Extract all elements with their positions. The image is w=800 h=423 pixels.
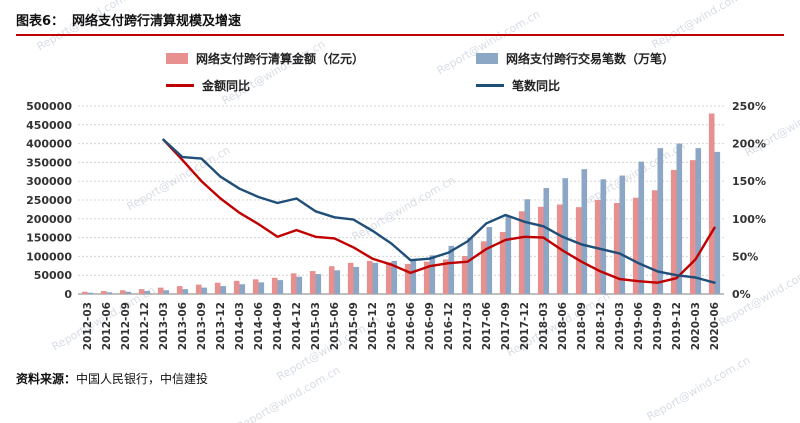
- svg-text:2015-09: 2015-09: [348, 302, 360, 350]
- svg-text:400000: 400000: [26, 138, 72, 151]
- svg-text:2012-12: 2012-12: [139, 302, 151, 350]
- svg-text:2019-09: 2019-09: [652, 302, 664, 350]
- svg-text:50%: 50%: [732, 250, 758, 263]
- amount-bar-swatch-icon: [166, 53, 188, 64]
- page-title: 网络支付跨行清算规模及增速: [72, 14, 242, 29]
- svg-text:2012-03: 2012-03: [82, 302, 94, 350]
- svg-text:2014-09: 2014-09: [272, 302, 284, 350]
- svg-text:50000: 50000: [34, 269, 73, 282]
- legend-item: 网络支付跨行交易笔数（万笔）: [476, 50, 784, 67]
- svg-text:2013-03: 2013-03: [158, 302, 170, 350]
- svg-text:2013-12: 2013-12: [215, 302, 227, 350]
- figure-number: 图表6：: [16, 14, 65, 29]
- svg-text:2017-03: 2017-03: [462, 302, 474, 350]
- svg-text:450000: 450000: [26, 119, 72, 132]
- svg-text:2014-12: 2014-12: [291, 302, 303, 350]
- svg-text:2015-06: 2015-06: [329, 302, 341, 350]
- source-note: 资料来源：中国人民银行，中信建投: [16, 370, 784, 387]
- svg-text:2015-12: 2015-12: [367, 302, 379, 350]
- svg-text:2018-09: 2018-09: [576, 302, 588, 350]
- svg-text:2017-06: 2017-06: [481, 302, 493, 350]
- svg-text:350000: 350000: [26, 156, 72, 169]
- chart-legend: 网络支付跨行清算金额（亿元） 网络支付跨行交易笔数（万笔） 金额同比 笔数同比: [166, 50, 784, 94]
- combo-chart: 0 50000 100000 150000 200000 250000 300000 3500…: [26, 100, 766, 350]
- legend-item: 笔数同比: [476, 77, 784, 94]
- svg-text:2013-09: 2013-09: [196, 302, 208, 350]
- svg-text:2017-12: 2017-12: [519, 302, 531, 350]
- svg-text:150%: 150%: [732, 175, 766, 188]
- svg-text:2016-09: 2016-09: [424, 302, 436, 350]
- count-bar-swatch-icon: [476, 53, 498, 64]
- count-yoy-line-swatch-icon: [476, 84, 504, 87]
- svg-text:250000: 250000: [26, 194, 72, 207]
- svg-text:0: 0: [64, 288, 72, 301]
- source-text: 中国人民银行，中信建投: [76, 372, 209, 386]
- svg-text:2012-09: 2012-09: [120, 302, 132, 350]
- svg-text:2015-03: 2015-03: [310, 302, 322, 350]
- svg-text:2018-03: 2018-03: [538, 302, 550, 350]
- svg-text:2019-06: 2019-06: [633, 302, 645, 350]
- source-prefix: 资料来源：: [16, 372, 77, 386]
- svg-text:2016-12: 2016-12: [443, 302, 455, 350]
- legend-item: 网络支付跨行清算金额（亿元）: [166, 50, 466, 67]
- svg-text:2013-06: 2013-06: [177, 302, 189, 350]
- svg-text:250%: 250%: [732, 100, 766, 113]
- svg-text:200%: 200%: [732, 138, 766, 151]
- svg-text:100%: 100%: [732, 213, 766, 226]
- svg-text:300000: 300000: [26, 175, 72, 188]
- legend-label: 网络支付跨行交易笔数（万笔）: [506, 52, 675, 66]
- svg-text:500000: 500000: [26, 100, 72, 113]
- svg-text:2012-06: 2012-06: [101, 302, 113, 350]
- chart-area: 0 50000 100000 150000 200000 250000 300000 3500…: [16, 96, 784, 368]
- svg-text:2019-03: 2019-03: [614, 302, 626, 350]
- svg-text:200000: 200000: [26, 213, 72, 226]
- svg-text:2017-09: 2017-09: [500, 302, 512, 350]
- legend-item: 金额同比: [166, 77, 466, 94]
- legend-label: 笔数同比: [512, 79, 561, 93]
- svg-text:100000: 100000: [26, 250, 72, 263]
- svg-text:2020-06: 2020-06: [709, 302, 721, 350]
- chart-header: 图表6： 网络支付跨行清算规模及增速: [16, 10, 784, 36]
- svg-text:2019-12: 2019-12: [671, 302, 683, 350]
- svg-text:2018-12: 2018-12: [595, 302, 607, 350]
- svg-text:2014-06: 2014-06: [253, 302, 265, 350]
- svg-text:2016-06: 2016-06: [405, 302, 417, 350]
- amount-yoy-line-swatch-icon: [166, 84, 194, 87]
- svg-text:2014-03: 2014-03: [234, 302, 246, 350]
- svg-text:2018-06: 2018-06: [557, 302, 569, 350]
- svg-text:150000: 150000: [26, 232, 72, 245]
- svg-text:2016-03: 2016-03: [386, 302, 398, 350]
- svg-text:2020-03: 2020-03: [690, 302, 702, 350]
- legend-label: 网络支付跨行清算金额（亿元）: [196, 52, 365, 66]
- legend-label: 金额同比: [202, 79, 251, 93]
- svg-text:0%: 0%: [732, 288, 751, 301]
